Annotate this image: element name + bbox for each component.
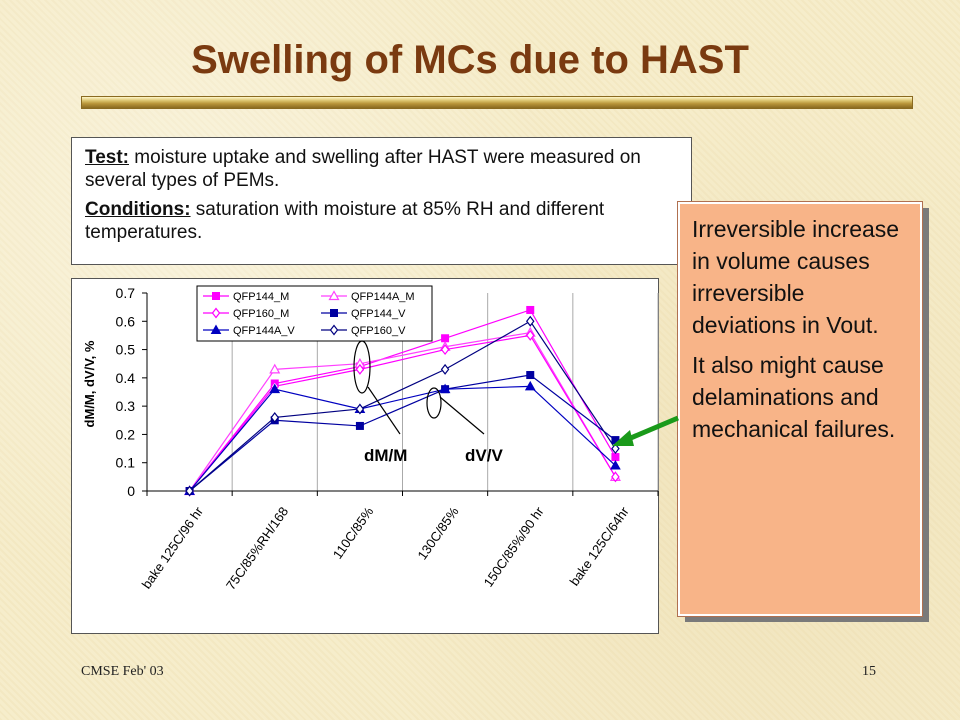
conditions-label: Conditions: (85, 199, 191, 220)
y-tick-label: 0.4 (116, 370, 136, 386)
footer-conference: CMSE Feb' 03 (81, 664, 164, 679)
conditions-paragraph: Conditions: saturation with moisture at … (85, 198, 681, 244)
legend-marker (211, 307, 221, 319)
y-axis-label: dM/M, dV/V, % (82, 340, 97, 427)
series-line (189, 334, 616, 492)
x-tick-label: bake 125C/96 hr (139, 504, 207, 592)
y-tick-label: 0.1 (116, 455, 136, 471)
dm-ellipse (353, 340, 371, 394)
title-divider (81, 96, 913, 109)
data-point (355, 421, 364, 430)
legend-label: QFP160_V (351, 325, 406, 337)
annotation-dv: dV/V (465, 446, 503, 465)
slide-title: Swelling of MCs due to HAST (191, 38, 749, 82)
series-line (189, 309, 616, 492)
series-line (189, 374, 616, 492)
legend-marker (210, 324, 222, 334)
series-line (189, 320, 616, 492)
y-tick-label: 0.5 (116, 342, 136, 358)
data-point (440, 363, 450, 375)
data-point (526, 371, 535, 380)
legend-label: QFP144_V (351, 308, 406, 320)
chart-panel: 0 0.1 0.2 0.3 0.4 0.5 0.6 0.7 dM/M, dV/V, % bake … (71, 278, 659, 634)
data-point (355, 403, 365, 415)
x-tick-label: bake 125C/64hr (567, 504, 633, 589)
series-line (189, 385, 616, 492)
y-tick-label: 0.3 (116, 398, 136, 414)
conditions-text: saturation with moisture at 85% RH and d… (85, 199, 605, 243)
legend-marker (212, 292, 220, 300)
callout-paragraph-2: It also might cause delaminations and me… (692, 352, 896, 442)
data-point (611, 443, 620, 455)
legend-label: QFP160_M (233, 308, 289, 320)
data-point (439, 383, 451, 394)
data-point (269, 363, 281, 374)
legend-marker (330, 309, 338, 317)
data-point (525, 315, 535, 327)
data-point (441, 334, 450, 343)
green-arrow-icon (612, 415, 679, 446)
y-tick-label: 0 (127, 483, 135, 499)
legend-box (196, 285, 433, 342)
data-point (524, 380, 536, 391)
callout-paragraph-1: Irreversible increase in volume causes i… (692, 216, 900, 338)
x-tick-label: 150C/85%/90 hr (481, 504, 548, 590)
y-tick-label: 0.6 (116, 313, 136, 329)
legend-label: QFP144_M (233, 291, 289, 303)
page-number: 15 (862, 664, 876, 679)
legend-label: QFP144A_M (351, 291, 415, 303)
legend-label: QFP144A_V (233, 325, 295, 337)
callout-box: Irreversible increase in volume causes i… (677, 201, 923, 617)
data-point (269, 383, 281, 394)
description-box: Test: moisture uptake and swelling after… (71, 137, 692, 265)
test-label: Test: (85, 147, 129, 168)
data-point (526, 305, 535, 314)
data-point (525, 329, 535, 341)
data-point (185, 485, 194, 497)
annotation-dm: dM/M (364, 446, 407, 465)
test-paragraph: Test: moisture uptake and swelling after… (85, 146, 681, 192)
data-point (355, 363, 365, 375)
data-point (611, 471, 620, 483)
x-tick-label: 130C/85% (414, 504, 461, 563)
data-point (270, 411, 280, 423)
y-tick-label: 0.2 (116, 426, 136, 442)
dm-pointer (367, 386, 401, 435)
dv-ellipse (426, 387, 442, 419)
test-text: moisture uptake and swelling after HAST … (85, 147, 641, 191)
data-point (610, 460, 621, 470)
legend-marker (328, 290, 340, 301)
y-tick-label: 0.7 (116, 285, 136, 301)
x-tick-label: 110C/85% (330, 504, 377, 562)
data-point (440, 344, 450, 356)
line-chart: 0 0.1 0.2 0.3 0.4 0.5 0.6 0.7 dM/M, dV/V, % bake … (82, 285, 659, 593)
dv-pointer (439, 396, 485, 435)
legend-marker (329, 324, 339, 336)
x-tick-label: 75C/85%RH/168 (223, 504, 291, 593)
series-line (189, 331, 616, 492)
